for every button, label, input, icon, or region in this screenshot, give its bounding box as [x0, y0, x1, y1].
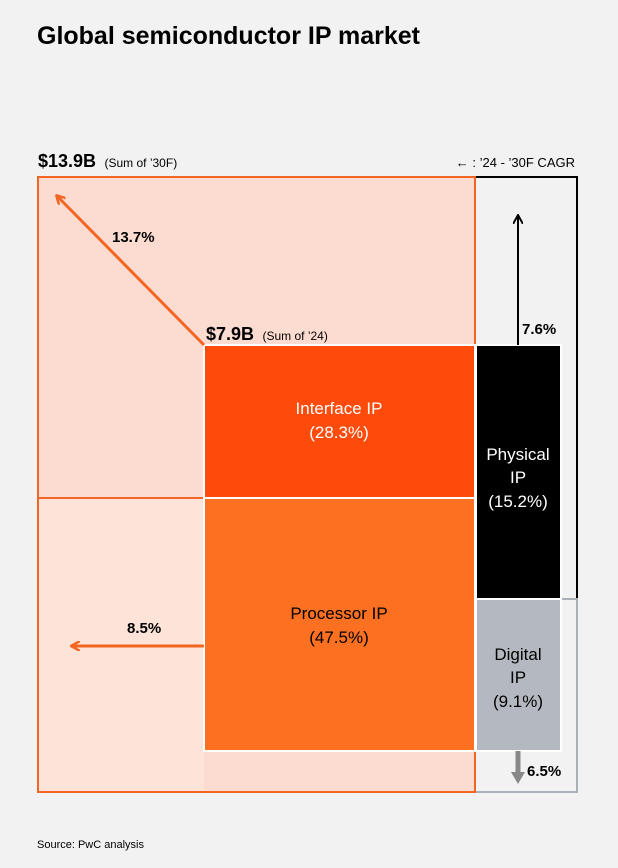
interface-cagr-label: 13.7% [112, 229, 155, 246]
cagr-legend: ← : ’24 - ’30F CAGR [456, 155, 575, 170]
digital-growth-outline [476, 598, 578, 793]
interface-ip-share: (28.3%) [309, 423, 369, 442]
total-2024: $7.9B (Sum of ’24) [206, 324, 328, 344]
physical-growth-outline [476, 176, 578, 599]
segment-digital-ip [475, 598, 562, 752]
interface-ip-label: Interface IP [296, 399, 383, 418]
interface-cagr-arrow [57, 196, 206, 347]
processor-cagr-label: 8.5% [127, 620, 161, 637]
processor-ip-share: (47.5%) [309, 628, 369, 647]
digital-ip-label-1: Digital [494, 645, 541, 664]
physical-ip-label-2: IP [510, 468, 526, 487]
physical-cagr-label: 7.6% [522, 321, 556, 338]
processor-ip-label: Processor IP [290, 604, 387, 623]
digital-ip-label-2: IP [510, 668, 526, 687]
physical-ip-share: (15.2%) [488, 492, 548, 511]
digital-cagr-label: 6.5% [527, 763, 561, 780]
segment-processor-ip [203, 497, 476, 752]
segment-interface-ip [203, 344, 476, 499]
physical-ip-label-1: Physical [486, 445, 549, 464]
total-2030: $13.9B (Sum of ’30F) [38, 151, 177, 171]
chart-title: Global semiconductor IP market [37, 22, 420, 50]
digital-ip-share: (9.1%) [493, 692, 543, 711]
segment-physical-ip [475, 344, 562, 600]
source-note: Source: PwC analysis [37, 839, 144, 851]
